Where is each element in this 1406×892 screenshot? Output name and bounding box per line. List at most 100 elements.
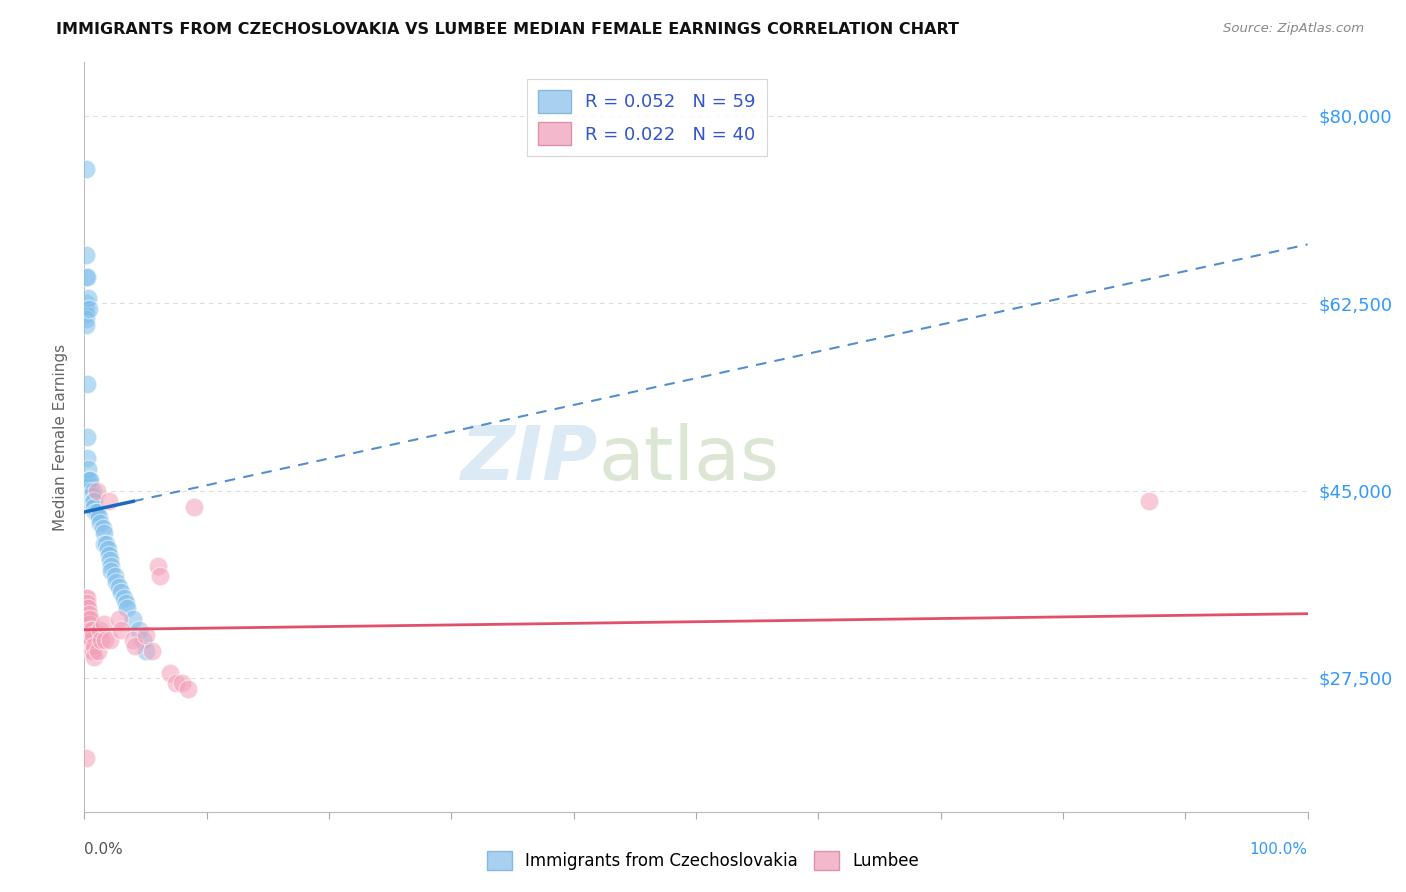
Point: [97, 542, 120, 557]
Point: [76, 430, 98, 444]
Point: [77, 612, 100, 626]
Point: [77, 291, 100, 305]
Point: [93, 537, 115, 551]
Point: [76, 591, 98, 605]
Point: [83, 639, 105, 653]
Point: [89, 516, 111, 530]
Point: [165, 676, 187, 690]
Point: [77, 601, 100, 615]
Point: [79, 623, 101, 637]
Text: ZIP: ZIP: [461, 423, 598, 496]
Point: [79, 473, 101, 487]
Point: [124, 639, 146, 653]
Point: [79, 489, 101, 503]
Point: [100, 558, 122, 573]
Legend: R = 0.052   N = 59, R = 0.022   N = 40: R = 0.052 N = 59, R = 0.022 N = 40: [527, 79, 766, 156]
Text: 100.0%: 100.0%: [1250, 842, 1308, 856]
Point: [128, 623, 150, 637]
Point: [77, 483, 100, 498]
Point: [75, 312, 97, 326]
Point: [75, 751, 97, 765]
Point: [94, 633, 117, 648]
Point: [77, 623, 100, 637]
Point: [86, 505, 108, 519]
Point: [76, 623, 98, 637]
Point: [115, 601, 138, 615]
Point: [98, 633, 121, 648]
Point: [104, 569, 127, 583]
Text: 0.0%: 0.0%: [84, 842, 124, 856]
Point: [135, 628, 157, 642]
Point: [93, 526, 115, 541]
Point: [177, 681, 200, 696]
Point: [91, 521, 114, 535]
Point: [110, 585, 132, 599]
Point: [110, 623, 132, 637]
Point: [77, 607, 100, 621]
Point: [146, 558, 169, 573]
Point: [76, 451, 98, 466]
Point: [76, 633, 98, 648]
Point: [122, 612, 145, 626]
Point: [115, 596, 138, 610]
Point: [96, 537, 118, 551]
Point: [87, 644, 110, 658]
Text: atlas: atlas: [598, 423, 779, 496]
Point: [83, 494, 105, 508]
Point: [77, 489, 100, 503]
Point: [77, 473, 100, 487]
Point: [77, 494, 100, 508]
Point: [135, 644, 157, 658]
Point: [75, 494, 97, 508]
Point: [75, 607, 97, 621]
Point: [75, 162, 97, 177]
Point: [84, 505, 107, 519]
Point: [75, 628, 97, 642]
Point: [77, 301, 100, 316]
Point: [75, 307, 97, 321]
Point: [76, 596, 98, 610]
Point: [77, 462, 100, 476]
Point: [80, 623, 103, 637]
Point: [77, 494, 100, 508]
Point: [89, 623, 111, 637]
Point: [149, 569, 172, 583]
Point: [82, 644, 104, 658]
Text: IMMIGRANTS FROM CZECHOSLOVAKIA VS LUMBEE MEDIAN FEMALE EARNINGS CORRELATION CHAR: IMMIGRANTS FROM CZECHOSLOVAKIA VS LUMBEE…: [56, 22, 959, 37]
Point: [97, 548, 120, 562]
Point: [75, 301, 97, 316]
Point: [75, 318, 97, 332]
Point: [112, 591, 135, 605]
Point: [75, 269, 97, 284]
Point: [77, 483, 100, 498]
Legend: Immigrants from Czechoslovakia, Lumbee: Immigrants from Czechoslovakia, Lumbee: [479, 845, 927, 877]
Point: [90, 633, 112, 648]
Point: [80, 494, 103, 508]
Point: [100, 564, 122, 578]
Point: [77, 617, 100, 632]
Point: [76, 473, 98, 487]
Text: Source: ZipAtlas.com: Source: ZipAtlas.com: [1223, 22, 1364, 36]
Point: [98, 553, 121, 567]
Point: [122, 633, 145, 648]
Point: [82, 628, 104, 642]
Point: [172, 676, 194, 690]
Point: [86, 483, 108, 498]
Point: [159, 665, 181, 680]
Point: [76, 483, 98, 498]
Point: [79, 494, 101, 508]
Point: [75, 296, 97, 310]
Point: [82, 494, 104, 508]
Point: [105, 574, 128, 589]
Point: [79, 633, 101, 648]
Point: [1137, 494, 1160, 508]
Point: [75, 478, 97, 492]
Point: [80, 633, 103, 648]
Point: [77, 628, 100, 642]
Point: [80, 644, 103, 658]
Point: [183, 500, 205, 514]
Y-axis label: Median Female Earnings: Median Female Earnings: [53, 343, 69, 531]
Point: [76, 376, 98, 391]
Point: [79, 612, 101, 626]
Point: [87, 510, 110, 524]
